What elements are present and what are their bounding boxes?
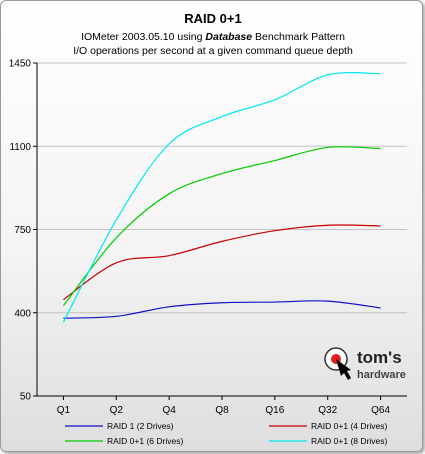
chart-subtitle: IOMeter 2003.05.10 using Database Benchm… bbox=[81, 31, 345, 43]
logo-cursor-icon bbox=[336, 359, 351, 380]
logo-brand-line2: hardware bbox=[357, 369, 406, 381]
legend: RAID 1 (2 Drives) RAID 0+1 (4 Drives) RAID… bbox=[65, 421, 387, 446]
series-line-3 bbox=[62, 146, 381, 306]
x-tick-label: Q2 bbox=[110, 405, 124, 416]
y-tick-labels: 50 400 750 1100 1450 bbox=[9, 59, 37, 403]
grid-lines bbox=[37, 62, 407, 314]
x-tick-label: Q8 bbox=[215, 405, 229, 416]
y-tick-label: 50 bbox=[20, 392, 32, 403]
y-tick-label: 1450 bbox=[9, 59, 32, 70]
y-tick-label: 400 bbox=[14, 308, 31, 319]
legend-label: RAID 0+1 (8 Drives) bbox=[311, 436, 387, 446]
y-tick-label: 750 bbox=[14, 225, 31, 236]
legend-label: RAID 1 (2 Drives) bbox=[107, 421, 174, 431]
legend-label: RAID 0+1 (6 Drives) bbox=[107, 436, 183, 446]
x-tick-label: Q16 bbox=[265, 405, 284, 416]
x-tick-label: Q4 bbox=[162, 405, 176, 416]
legend-label: RAID 0+1 (4 Drives) bbox=[311, 421, 387, 431]
x-tick-labels: Q1 Q2 Q4 Q8 Q16 Q32 Q64 bbox=[57, 396, 390, 416]
series-line-1 bbox=[63, 300, 381, 319]
chart-subtitle-2: I/O operations per second at a given com… bbox=[73, 45, 353, 57]
subtitle-suffix: Benchmark Pattern bbox=[252, 31, 345, 43]
x-tick-label: Q32 bbox=[318, 405, 337, 416]
x-tick-label: Q64 bbox=[371, 405, 390, 416]
subtitle-emphasis: Database bbox=[205, 31, 252, 43]
y-tick-label: 1100 bbox=[9, 142, 31, 153]
logo-brand-line1: tom's bbox=[357, 348, 402, 367]
toms-hardware-logo: tom's hardware bbox=[324, 347, 406, 381]
chart-title: RAID 0+1 bbox=[184, 11, 241, 26]
series-line-2 bbox=[63, 224, 381, 301]
series-line-4 bbox=[62, 72, 381, 323]
x-tick-label: Q1 bbox=[57, 405, 71, 416]
series-lines bbox=[62, 72, 381, 323]
subtitle-prefix: IOMeter 2003.05.10 using bbox=[81, 31, 205, 43]
